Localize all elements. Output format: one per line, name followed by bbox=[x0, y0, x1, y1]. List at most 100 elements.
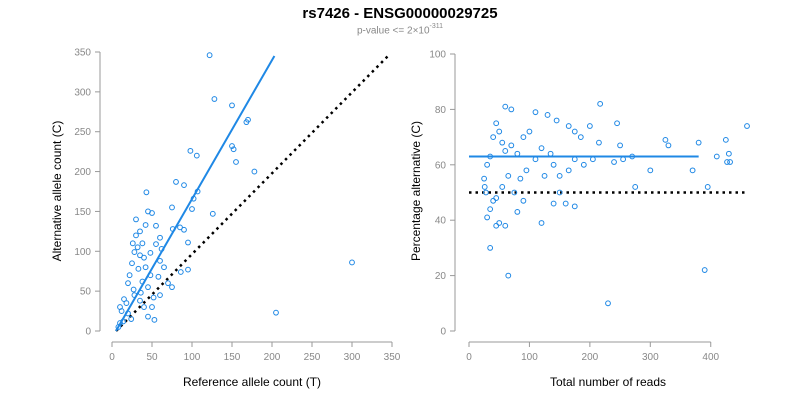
data-point bbox=[273, 309, 279, 316]
data-point bbox=[115, 324, 122, 330]
x-tick-label: 0 bbox=[109, 352, 115, 363]
data-point bbox=[151, 316, 158, 323]
data-point bbox=[496, 128, 503, 135]
data-point bbox=[523, 167, 530, 174]
data-point bbox=[185, 266, 191, 273]
chart-subtitle: p-value <= 2×10-311 bbox=[0, 23, 800, 37]
data-point bbox=[139, 240, 146, 247]
y-tick-label: 0 bbox=[440, 327, 446, 338]
data-point bbox=[508, 142, 515, 149]
data-point bbox=[484, 161, 491, 168]
data-point bbox=[149, 304, 155, 310]
data-point bbox=[149, 210, 155, 216]
data-point bbox=[493, 222, 500, 229]
data-point bbox=[490, 134, 497, 141]
data-point bbox=[189, 206, 195, 212]
data-point bbox=[142, 222, 149, 228]
data-point bbox=[647, 167, 654, 174]
data-point bbox=[689, 167, 696, 174]
data-point bbox=[157, 257, 163, 264]
data-point bbox=[725, 150, 732, 157]
data-point bbox=[526, 128, 533, 135]
data-point bbox=[520, 197, 527, 204]
y-tick-label: 60 bbox=[435, 160, 447, 171]
x-tick-label: 400 bbox=[702, 352, 719, 363]
data-point bbox=[131, 249, 138, 255]
data-point bbox=[145, 313, 151, 320]
data-point bbox=[181, 226, 187, 233]
data-point bbox=[126, 272, 133, 279]
data-point bbox=[233, 159, 239, 165]
data-point bbox=[722, 136, 729, 143]
x-axis-label: Total number of reads bbox=[550, 375, 666, 389]
data-point bbox=[665, 142, 672, 149]
x-tick-label: 100 bbox=[521, 352, 538, 363]
data-point bbox=[511, 189, 518, 196]
y-axis-label: Percentage alternative (C) bbox=[409, 121, 423, 261]
data-point bbox=[620, 156, 627, 163]
data-point bbox=[505, 172, 512, 179]
data-point bbox=[597, 100, 604, 107]
data-point bbox=[487, 206, 494, 213]
data-point bbox=[153, 222, 159, 229]
data-point bbox=[499, 139, 506, 146]
x-tick-label: 50 bbox=[146, 352, 158, 363]
y-tick-label: 100 bbox=[429, 50, 446, 61]
data-point bbox=[662, 136, 669, 143]
data-point bbox=[169, 284, 175, 291]
data-point bbox=[229, 102, 235, 109]
data-point bbox=[135, 265, 142, 272]
data-point bbox=[514, 150, 521, 157]
data-point bbox=[496, 220, 503, 226]
data-point bbox=[134, 244, 141, 251]
data-point bbox=[565, 123, 572, 129]
y-axis-label: Alternative allele count (C) bbox=[50, 121, 64, 262]
data-point bbox=[141, 254, 147, 261]
data-point bbox=[547, 150, 554, 157]
data-point bbox=[490, 197, 497, 204]
data-point bbox=[611, 159, 617, 165]
chart-panel-2: 0 100 200 300 400 0 20 40 60 80 100 Total number of… bbox=[409, 50, 750, 389]
data-point bbox=[143, 189, 150, 196]
chart-title: rs7426 - ENSG00000029725 bbox=[302, 5, 498, 22]
x-tick-label: 200 bbox=[264, 352, 281, 363]
data-point bbox=[230, 146, 237, 153]
data-point bbox=[499, 184, 506, 190]
data-point bbox=[487, 245, 494, 251]
subtitle-prefix: p-value <= 2×10 bbox=[356, 25, 430, 37]
x-axis-label: Reference allele count (T) bbox=[183, 375, 321, 389]
data-point bbox=[125, 280, 131, 287]
data-point bbox=[169, 204, 175, 211]
data-point bbox=[133, 216, 139, 223]
y-tick-label: 20 bbox=[435, 271, 447, 282]
data-point bbox=[701, 267, 708, 273]
x-tick-label: 100 bbox=[184, 352, 201, 363]
data-point bbox=[596, 139, 602, 146]
data-point bbox=[562, 200, 569, 207]
y-tick-label: 250 bbox=[74, 127, 91, 138]
data-point bbox=[243, 119, 250, 126]
data-point bbox=[209, 210, 216, 217]
y-tick-label: 100 bbox=[74, 247, 91, 258]
data-point bbox=[550, 161, 557, 168]
y-tick-label: 350 bbox=[74, 48, 91, 59]
y-tick-label: 200 bbox=[74, 167, 91, 178]
data-point bbox=[349, 259, 355, 266]
data-point bbox=[505, 272, 512, 279]
data-point bbox=[229, 143, 235, 149]
data-point bbox=[550, 200, 557, 207]
data-point bbox=[153, 241, 159, 248]
data-point bbox=[508, 106, 515, 113]
data-point bbox=[493, 195, 500, 201]
subtitle-exponent: -311 bbox=[429, 23, 444, 30]
data-point bbox=[181, 182, 187, 189]
data-point bbox=[137, 228, 143, 235]
data-point bbox=[133, 232, 139, 239]
data-point bbox=[704, 184, 711, 190]
x-tick-label: 300 bbox=[642, 352, 659, 363]
data-point bbox=[517, 175, 524, 182]
data-point bbox=[571, 203, 578, 210]
chart-panel-1: 0 50 100 150 200 250 300 350 0 50 100 150 200 250 300 3… bbox=[50, 48, 401, 390]
data-point bbox=[206, 52, 213, 59]
data-point bbox=[632, 184, 639, 190]
